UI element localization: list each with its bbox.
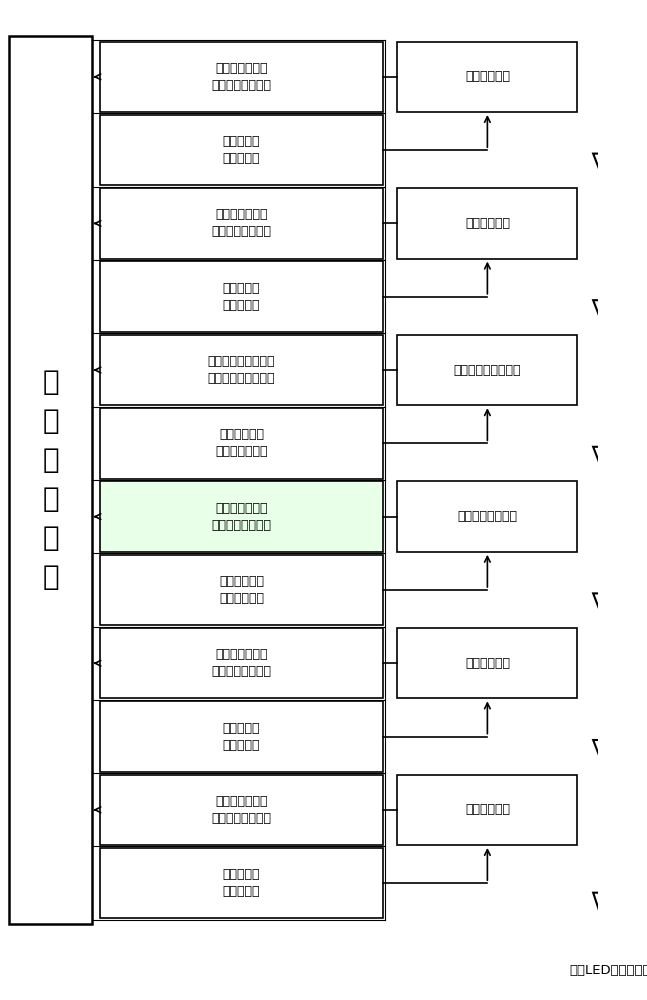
Text: 固化成型工
序驱动单元: 固化成型工 序驱动单元: [223, 722, 260, 752]
Bar: [100, 42, 384, 112]
Polygon shape: [593, 262, 617, 332]
Text: 滚压定形和裁切工序: 滚压定形和裁切工序: [454, 364, 521, 377]
Bar: [100, 848, 384, 918]
Text: 双辊滚压工
序驱动单元: 双辊滚压工 序驱动单元: [223, 282, 260, 312]
Bar: [100, 261, 384, 332]
Bar: [397, 42, 578, 112]
Bar: [9, 36, 93, 924]
Text: 滚压定形和裁
切工序驱动单元: 滚压定形和裁 切工序驱动单元: [215, 428, 268, 458]
Bar: [397, 628, 578, 698]
Bar: [100, 775, 384, 845]
Bar: [100, 335, 384, 405]
Text: 固化成型工序: 固化成型工序: [465, 657, 510, 670]
Text: 成品LED封装体元件: 成品LED封装体元件: [569, 964, 647, 977]
Polygon shape: [593, 848, 617, 929]
Text: 工序检测单元的滚压
定形和裁切传感装置: 工序检测单元的滚压 定形和裁切传感装置: [208, 355, 276, 385]
Polygon shape: [593, 702, 617, 771]
Text: 滚压贴合成型工序: 滚压贴合成型工序: [457, 510, 518, 523]
Bar: [100, 628, 384, 698]
Bar: [100, 701, 384, 772]
Bar: [397, 775, 578, 845]
Text: 拉伸扩膜工序: 拉伸扩膜工序: [465, 803, 510, 816]
Polygon shape: [593, 409, 617, 478]
Bar: [100, 115, 384, 185]
Text: 工序检测单元的
浆料混合传感装置: 工序检测单元的 浆料混合传感装置: [212, 62, 272, 92]
Polygon shape: [593, 555, 617, 625]
Text: 工序检测单元的
拉伸扩膜传感装置: 工序检测单元的 拉伸扩膜传感装置: [212, 795, 272, 825]
Text: 拉伸扩膜工
序驱动单元: 拉伸扩膜工 序驱动单元: [223, 868, 260, 898]
Bar: [397, 335, 578, 405]
Bar: [397, 481, 578, 552]
Bar: [100, 555, 384, 625]
Bar: [100, 408, 384, 479]
Bar: [100, 188, 384, 259]
Bar: [100, 481, 384, 552]
Polygon shape: [593, 115, 617, 185]
Text: 工序检测单元的
双辊滚压传感装置: 工序检测单元的 双辊滚压传感装置: [212, 208, 272, 238]
Text: 工序检测单元的
滚压贴合传感装置: 工序检测单元的 滚压贴合传感装置: [212, 502, 272, 532]
Text: 浆料混合工
序驱动单元: 浆料混合工 序驱动单元: [223, 135, 260, 165]
Text: 浆料混合工序: 浆料混合工序: [465, 70, 510, 83]
Text: 工序检测单元的
降温固化传感装置: 工序检测单元的 降温固化传感装置: [212, 648, 272, 678]
Text: 滚压贴合成型
工序驱动单元: 滚压贴合成型 工序驱动单元: [219, 575, 264, 605]
Text: 中
央
控
制
装
置: 中 央 控 制 装 置: [43, 368, 59, 591]
Text: 双辊滚压工序: 双辊滚压工序: [465, 217, 510, 230]
Bar: [397, 188, 578, 259]
